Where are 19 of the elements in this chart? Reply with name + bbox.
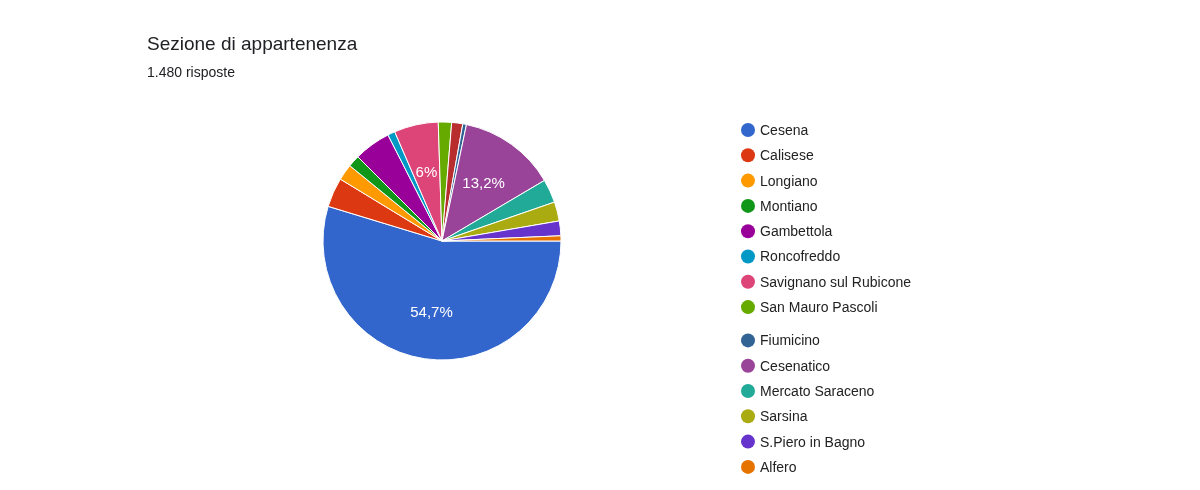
legend-label: Calisese xyxy=(760,147,814,164)
legend-label: Longiano xyxy=(760,172,818,189)
legend-label: Alfero xyxy=(760,458,797,475)
legend-label: Cesenatico xyxy=(760,357,831,374)
data-label: 13,2% xyxy=(462,174,505,192)
legend-label: San Mauro Pascoli xyxy=(760,299,878,315)
data-label: 6% xyxy=(415,162,438,180)
legend-label: Gambettola xyxy=(760,223,833,240)
legend-label: Mercato Saraceno xyxy=(760,382,875,399)
legend-label: Cesena xyxy=(760,121,809,138)
legend-label: S.Piero in Bagno xyxy=(760,433,866,450)
legend-label: Roncofreddo xyxy=(760,248,841,265)
chart-title: Sezione di appartenenza xyxy=(147,33,358,54)
text: 1.480 risposte xyxy=(147,64,236,80)
legend-label: Fiumicino xyxy=(760,332,821,349)
legend-label: Savignano sul Rubicone xyxy=(760,273,912,290)
legend-label: Montiano xyxy=(760,197,818,214)
data-label: 54,7% xyxy=(410,302,453,320)
legend-label: Sarsina xyxy=(760,408,808,425)
